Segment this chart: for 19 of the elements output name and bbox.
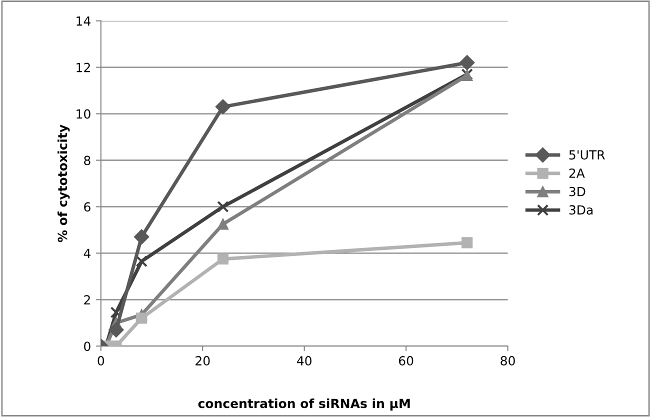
x-tick-label: 20 bbox=[196, 356, 210, 366]
legend-label: 3D bbox=[569, 186, 586, 196]
y-tick-label: 6 bbox=[84, 202, 90, 212]
y-tick-label: 12 bbox=[76, 62, 90, 72]
legend-label: 5'UTR bbox=[569, 150, 605, 160]
x-tick-label: 40 bbox=[297, 356, 312, 366]
y-tick-label: 14 bbox=[76, 16, 90, 26]
y-tick-label: 0 bbox=[84, 342, 90, 352]
y-tick-label: 2 bbox=[84, 295, 90, 304]
y-tick-label: 10 bbox=[76, 109, 90, 119]
x-tick-label: 80 bbox=[500, 356, 515, 366]
legend-label: 3Da bbox=[569, 205, 593, 215]
y-axis-title: % of cytotoxicity bbox=[58, 124, 70, 242]
y-tick-label: 4 bbox=[84, 248, 90, 258]
y-tick-label: 8 bbox=[84, 156, 90, 166]
x-tick-label: 60 bbox=[398, 356, 414, 366]
x-axis-title: concentration of siRNAs in µM bbox=[198, 398, 410, 411]
legend-label: 2A bbox=[569, 168, 585, 178]
x-tick-label: 0 bbox=[98, 356, 104, 366]
